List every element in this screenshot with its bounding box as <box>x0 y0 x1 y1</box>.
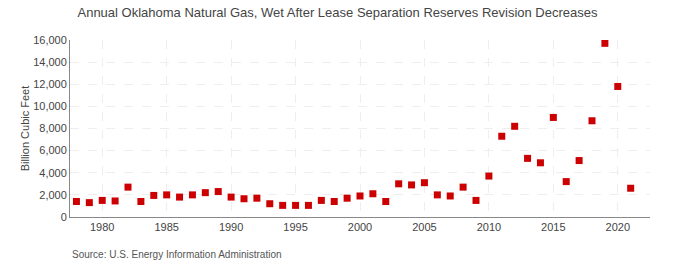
svg-text:2,000: 2,000 <box>39 189 67 201</box>
svg-text:2005: 2005 <box>412 221 436 233</box>
svg-text:4,000: 4,000 <box>39 167 67 179</box>
svg-text:Source: U.S. Energy Informatio: Source: U.S. Energy Information Administ… <box>72 249 282 260</box>
svg-text:2015: 2015 <box>541 221 565 233</box>
svg-text:16,000: 16,000 <box>33 34 67 46</box>
svg-text:12,000: 12,000 <box>33 78 67 90</box>
svg-text:2020: 2020 <box>606 221 630 233</box>
svg-text:1990: 1990 <box>219 221 243 233</box>
svg-text:Annual Oklahoma Natural Gas, W: Annual Oklahoma Natural Gas, Wet After L… <box>77 5 598 20</box>
svg-text:1985: 1985 <box>154 221 178 233</box>
svg-text:14,000: 14,000 <box>33 56 67 68</box>
svg-text:1995: 1995 <box>283 221 307 233</box>
svg-text:Billion Cubic Feet: Billion Cubic Feet <box>19 86 31 172</box>
svg-text:1980: 1980 <box>90 221 114 233</box>
svg-text:2010: 2010 <box>477 221 501 233</box>
svg-text:10,000: 10,000 <box>33 100 67 112</box>
svg-text:6,000: 6,000 <box>39 144 67 156</box>
svg-text:8,000: 8,000 <box>39 122 67 134</box>
svg-text:0: 0 <box>61 211 67 223</box>
svg-text:2000: 2000 <box>348 221 372 233</box>
